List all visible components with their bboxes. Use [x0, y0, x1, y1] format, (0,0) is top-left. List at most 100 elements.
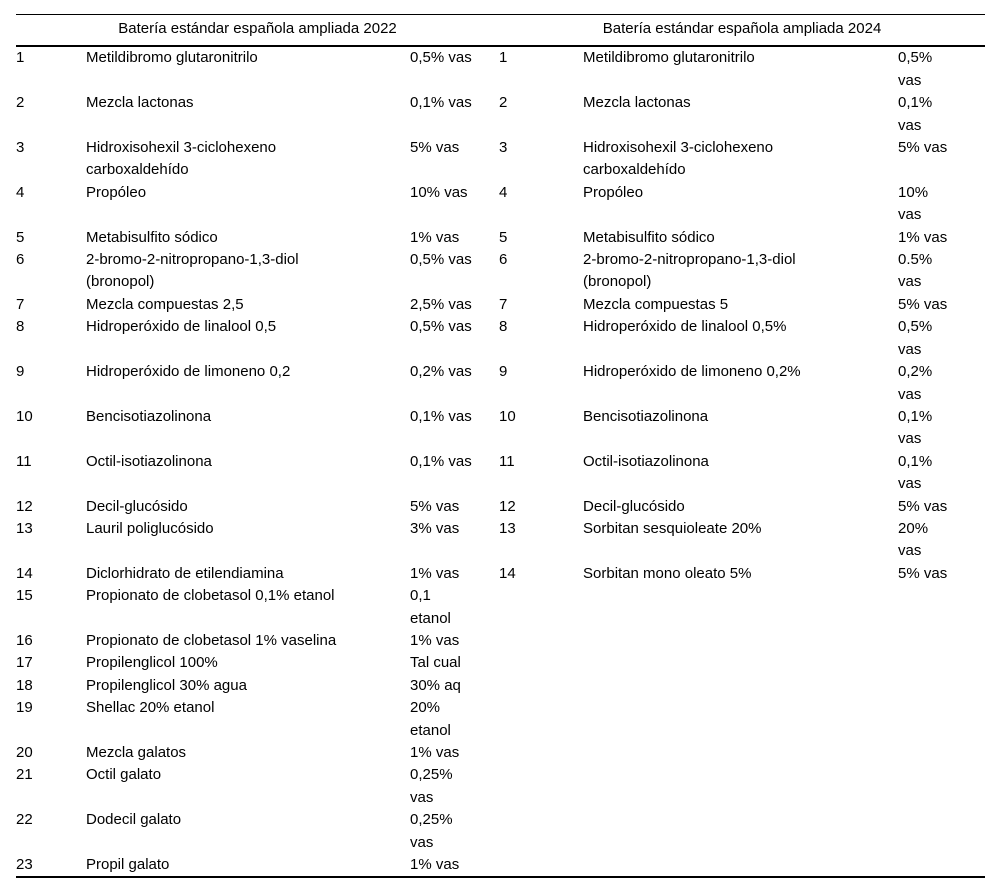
- row-number-cell: 17: [16, 654, 33, 672]
- dose-cell: 0,5% vas: [898, 318, 933, 358]
- row-number-cell: 19: [16, 699, 33, 717]
- row-number-cell: 22: [16, 811, 33, 829]
- dose-cell: Tal cual: [410, 654, 461, 672]
- row-number-cell: [499, 742, 583, 764]
- table-row: 16 Propionato de clobetasol 1% vaselina 1%…: [16, 630, 985, 652]
- dose-cell: [898, 809, 985, 854]
- dose-cell: 5% vas: [898, 295, 948, 313]
- substance-name-cell: Dodecil galato: [86, 811, 182, 829]
- row-number-cell: 9: [16, 363, 25, 381]
- row-number-cell: 2: [499, 94, 508, 112]
- substance-name-cell: [583, 652, 898, 674]
- dose-cell: 1% vas: [410, 564, 460, 582]
- substance-name-cell: Sorbitan sesquioleate 20%: [583, 519, 762, 537]
- table-row: 22 Dodecil galato 0,25% vas: [16, 809, 985, 854]
- row-number-cell: [499, 585, 583, 630]
- row-number-cell: 12: [499, 497, 516, 515]
- row-number-cell: 12: [16, 497, 33, 515]
- substance-name-cell: Octil galato: [86, 766, 162, 784]
- row-number-cell: [499, 854, 583, 877]
- dose-cell: 0,5% vas: [410, 49, 472, 67]
- dose-cell: 0,2% vas: [410, 363, 472, 381]
- row-number-cell: [499, 675, 583, 697]
- dose-cell: 1% vas: [410, 228, 460, 246]
- table-row: 10 Bencisotiazolinona 0,1% vas 10 Bencisotia…: [16, 406, 985, 451]
- dose-cell: [898, 630, 985, 652]
- dose-cell: 20% etanol: [410, 699, 451, 739]
- substance-name-cell: [583, 697, 898, 742]
- substance-name-cell: Hidroperóxido de limoneno 0,2: [86, 363, 291, 381]
- substance-name-cell: Hidroperóxido de linalool 0,5: [86, 318, 277, 336]
- substance-name-cell: Decil-glucósido: [583, 497, 685, 515]
- substance-name-cell: Metabisulfito sódico: [86, 228, 218, 246]
- dose-cell: [898, 764, 985, 809]
- table-row: 5 Metabisulfito sódico 1% vas 5 Metabisulfit…: [16, 227, 985, 249]
- substance-name-cell: Hidroxisohexil 3-ciclohexeno carboxaldeh…: [86, 139, 277, 179]
- table-row: 8 Hidroperóxido de linalool 0,5 0,5% vas 8 H…: [16, 316, 985, 361]
- substance-name-cell: [583, 764, 898, 809]
- substance-name-cell: Metildibromo glutaronitrilo: [86, 49, 258, 67]
- substance-name-cell: Mezcla lactonas: [583, 94, 691, 112]
- dose-cell: 2,5% vas: [410, 295, 472, 313]
- dose-cell: 10% vas: [898, 183, 929, 224]
- row-number-cell: 9: [499, 363, 508, 381]
- row-number-cell: 2: [16, 94, 25, 112]
- table-row: 7 Mezcla compuestas 2,5 2,5% vas 7 Mezcla co…: [16, 294, 985, 316]
- substance-name-cell: Hidroxisohexil 3-ciclohexeno carboxaldeh…: [583, 139, 774, 179]
- substance-name-cell: Hidroperóxido de limoneno 0,2%: [583, 363, 801, 381]
- dose-cell: 5% vas: [410, 139, 460, 157]
- substance-name-cell: Lauril poliglucósido: [86, 519, 214, 537]
- substance-name-cell: Propóleo: [86, 183, 147, 201]
- row-number-cell: [499, 809, 583, 854]
- substance-name-cell: Propionato de clobetasol 0,1% etanol: [86, 587, 335, 605]
- substance-name-cell: Mezcla galatos: [86, 744, 187, 761]
- row-number-cell: 11: [16, 452, 32, 470]
- substance-name-cell: Mezcla compuestas 5: [583, 295, 729, 313]
- dose-cell: 0.5% vas: [898, 251, 933, 291]
- substance-name-cell: Decil-glucósido: [86, 497, 188, 515]
- table-body: 1 Metildibromo glutaronitrilo 0,5% vas 1 Met…: [16, 46, 985, 877]
- row-number-cell: 13: [16, 519, 33, 537]
- row-number-cell: 20: [16, 744, 33, 761]
- substance-name-cell: [583, 585, 898, 630]
- table-row: 14 Diclorhidrato de etilendiamina 1% vas 14…: [16, 563, 985, 585]
- table-row: 3 Hidroxisohexil 3-ciclohexeno carboxalde…: [16, 137, 985, 182]
- dose-cell: 3% vas: [410, 519, 460, 537]
- substance-name-cell: Sorbitan mono oleato 5%: [583, 564, 752, 582]
- dose-cell: 0,25% vas: [410, 766, 453, 806]
- row-number-cell: 13: [499, 519, 516, 537]
- dose-cell: [898, 697, 985, 742]
- dose-cell: 0,1% vas: [898, 407, 933, 448]
- table-row: 1 Metildibromo glutaronitrilo 0,5% vas 1 Met…: [16, 46, 985, 92]
- row-number-cell: 18: [16, 676, 33, 694]
- substance-name-cell: Hidroperóxido de linalool 0,5%: [583, 318, 787, 336]
- table-row: 17 Propilenglicol 100% Tal cual: [16, 652, 985, 674]
- dose-cell: 20% vas: [898, 519, 929, 560]
- dose-cell: 5% vas: [898, 497, 948, 515]
- substance-name-cell: Propil galato: [86, 856, 170, 874]
- substance-name-cell: [583, 809, 898, 854]
- dose-cell: [898, 742, 985, 764]
- dose-cell: 0,1% vas: [898, 452, 933, 493]
- row-number-cell: [499, 697, 583, 742]
- dose-cell: [898, 652, 985, 674]
- dose-cell: 0,1% vas: [410, 452, 472, 470]
- row-number-cell: 1: [16, 49, 25, 67]
- substance-name-cell: Diclorhidrato de etilendiamina: [86, 564, 284, 582]
- table-row: 9 Hidroperóxido de limoneno 0,2 0,2% vas 9 H…: [16, 361, 985, 406]
- row-number-cell: 3: [499, 139, 508, 157]
- dose-cell: 30% aq: [410, 676, 461, 694]
- substance-name-cell: Octil-isotiazolinona: [86, 452, 212, 470]
- substance-name-cell: Metildibromo glutaronitrilo: [583, 49, 755, 67]
- row-number-cell: [499, 652, 583, 674]
- dose-cell: 5% vas: [410, 497, 460, 515]
- header-row: Batería estándar española ampliada 2022 …: [16, 14, 986, 48]
- table-row: 15 Propionato de clobetasol 0,1% etanol 0,…: [16, 585, 985, 630]
- row-number-cell: 6: [499, 251, 508, 269]
- table-row: 23 Propil galato 1% vas: [16, 854, 985, 877]
- dose-cell: 0,1% vas: [410, 94, 472, 112]
- substance-name-cell: [583, 742, 898, 764]
- substance-name-cell: Mezcla lactonas: [86, 94, 194, 112]
- row-number-cell: 14: [499, 564, 516, 582]
- row-number-cell: 14: [16, 564, 33, 582]
